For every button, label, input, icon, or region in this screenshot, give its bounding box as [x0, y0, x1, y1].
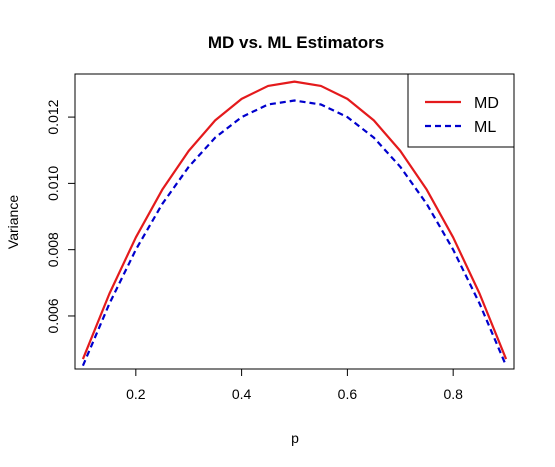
series-line-ml — [81, 99, 508, 367]
chart-title: MD vs. ML Estimators — [208, 33, 384, 52]
x-axis: 0.2 0.4 0.6 0.8 — [126, 368, 463, 402]
x-axis-label: p — [291, 430, 299, 446]
legend: MD ML — [407, 73, 515, 148]
x-tick-label: 0.6 — [338, 386, 358, 402]
x-tick-label: 0.4 — [232, 386, 252, 402]
y-tick-label: 0.010 — [45, 166, 61, 201]
y-tick-label: 0.012 — [45, 99, 61, 134]
legend-label-ml: ML — [474, 119, 496, 136]
x-tick-label: 0.8 — [443, 386, 463, 402]
legend-box — [407, 73, 515, 148]
series-line-md — [81, 80, 508, 360]
y-tick-label: 0.006 — [45, 298, 61, 333]
y-axis-label: Variance — [5, 195, 21, 249]
legend-label-md: MD — [474, 95, 499, 112]
series-layer — [81, 80, 508, 367]
y-tick-label: 0.008 — [45, 232, 61, 267]
y-axis: 0.006 0.008 0.010 0.012 — [45, 99, 76, 333]
x-tick-label: 0.2 — [126, 386, 146, 402]
